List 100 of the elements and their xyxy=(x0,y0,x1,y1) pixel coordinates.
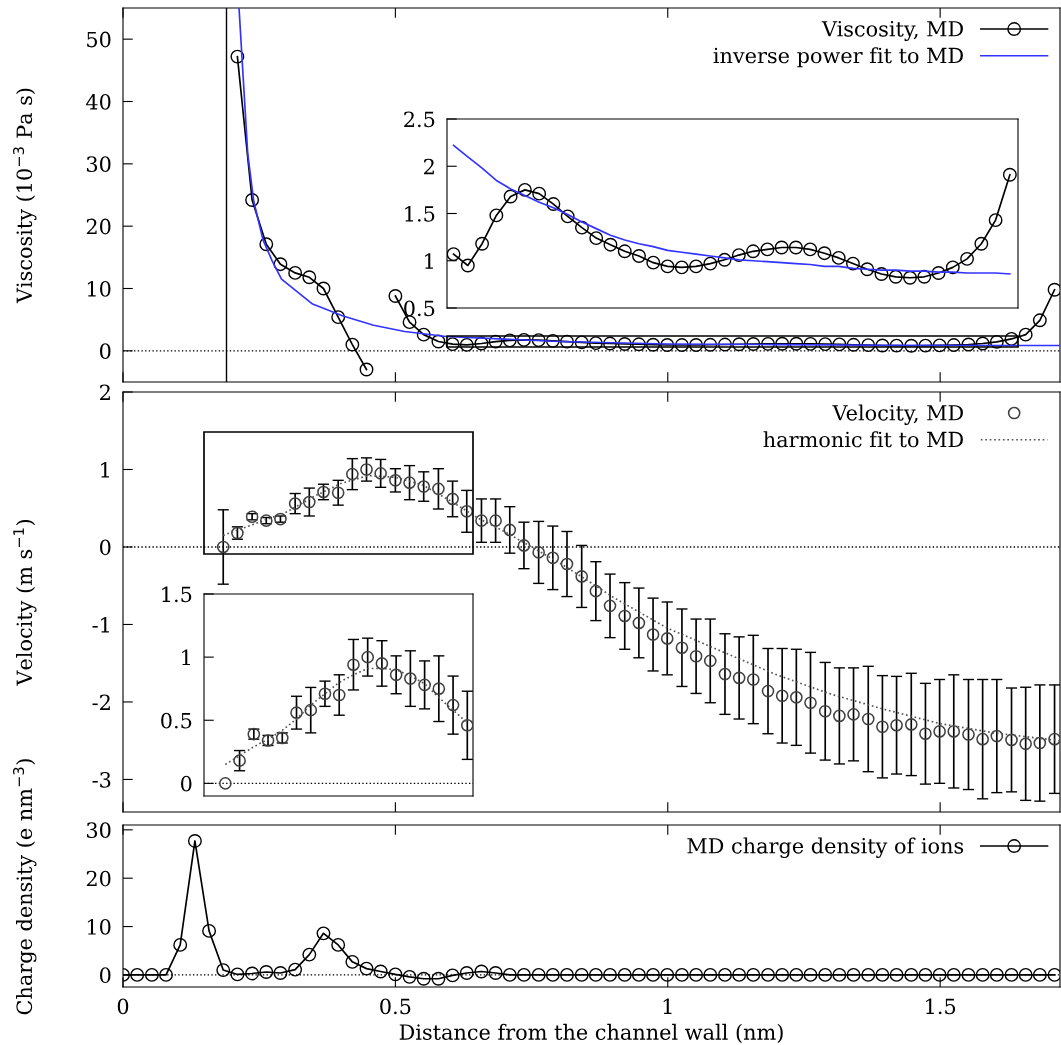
point xyxy=(904,338,919,353)
point xyxy=(989,334,1004,349)
point xyxy=(417,480,431,493)
point xyxy=(1032,313,1047,328)
point xyxy=(674,338,689,352)
point xyxy=(574,335,589,350)
y-tick-label: 0.5 xyxy=(161,712,192,729)
point xyxy=(689,338,704,352)
y-tick-label: 40 xyxy=(86,93,111,110)
point xyxy=(731,248,746,263)
point xyxy=(974,236,989,251)
point xyxy=(1018,327,1033,342)
point xyxy=(1005,733,1018,747)
point xyxy=(290,706,303,719)
point xyxy=(961,337,976,352)
point xyxy=(833,709,846,723)
point xyxy=(304,703,318,717)
point xyxy=(674,260,689,275)
point xyxy=(432,482,445,496)
point xyxy=(760,242,775,257)
legend-label: Viscosity, MD xyxy=(821,21,963,41)
point xyxy=(890,718,903,732)
point xyxy=(345,337,360,352)
point xyxy=(446,492,459,506)
point xyxy=(718,667,732,681)
point xyxy=(404,672,417,685)
point xyxy=(732,671,746,685)
point xyxy=(703,256,718,271)
point xyxy=(789,336,804,351)
point xyxy=(703,337,718,352)
y-tick-label: 2 xyxy=(100,384,110,400)
point xyxy=(389,668,403,682)
point xyxy=(945,260,960,275)
point xyxy=(445,337,460,352)
point xyxy=(460,718,473,732)
y-tick-label: 1 xyxy=(425,253,433,269)
y-axis-title: Viscosity (10$^{−3}$ Pa s) xyxy=(13,88,37,304)
x-tick-label: 1.5 xyxy=(926,998,956,1015)
point xyxy=(475,514,488,527)
point xyxy=(975,336,990,351)
point xyxy=(660,632,674,645)
point xyxy=(703,654,717,668)
y-tick-label: 30 xyxy=(86,822,111,839)
point xyxy=(617,244,632,259)
point xyxy=(230,49,245,64)
y-tick-label: 10 xyxy=(87,919,111,935)
point xyxy=(919,727,932,741)
point xyxy=(746,673,760,686)
y-tick-label: 2.5 xyxy=(404,111,435,128)
point xyxy=(302,270,317,285)
point xyxy=(846,256,860,271)
point xyxy=(403,476,416,489)
point xyxy=(503,523,517,537)
point xyxy=(603,336,617,351)
y-tick-label: 0 xyxy=(181,775,192,792)
point xyxy=(861,712,875,726)
point xyxy=(804,696,817,710)
x-tick-label: 0.5 xyxy=(380,998,411,1015)
point xyxy=(216,540,230,554)
point xyxy=(874,267,889,281)
point xyxy=(790,690,803,704)
point xyxy=(589,231,604,246)
point xyxy=(359,362,374,377)
point xyxy=(545,333,560,348)
point xyxy=(817,246,832,261)
y-tick-label: -2 xyxy=(92,694,110,710)
point xyxy=(446,698,460,712)
point xyxy=(860,262,875,277)
point xyxy=(1033,736,1047,750)
point xyxy=(259,237,274,252)
point xyxy=(818,704,832,718)
point xyxy=(918,338,933,353)
point xyxy=(904,718,918,731)
point xyxy=(632,616,646,630)
y-tick-label: 0 xyxy=(100,539,111,556)
point xyxy=(988,213,1003,228)
legend-label: harmonic fit to MD xyxy=(763,431,963,448)
point xyxy=(831,250,846,265)
y-axis-title: Charge density (e nm$^{−3}$) xyxy=(13,759,37,1015)
point xyxy=(531,333,546,348)
point xyxy=(360,463,373,476)
point xyxy=(689,649,703,663)
point xyxy=(976,732,989,746)
point xyxy=(532,546,545,559)
point xyxy=(332,688,346,702)
y-tick-label: 10 xyxy=(87,280,111,297)
point xyxy=(861,338,876,353)
point xyxy=(962,728,975,741)
point xyxy=(617,337,632,351)
point xyxy=(460,258,475,273)
point xyxy=(459,337,474,352)
point xyxy=(489,514,502,527)
point xyxy=(502,333,517,348)
point xyxy=(631,337,646,352)
point xyxy=(774,240,789,255)
point xyxy=(717,252,732,267)
point xyxy=(1004,331,1019,346)
point xyxy=(288,265,303,280)
point xyxy=(788,240,803,255)
point xyxy=(1002,167,1017,182)
